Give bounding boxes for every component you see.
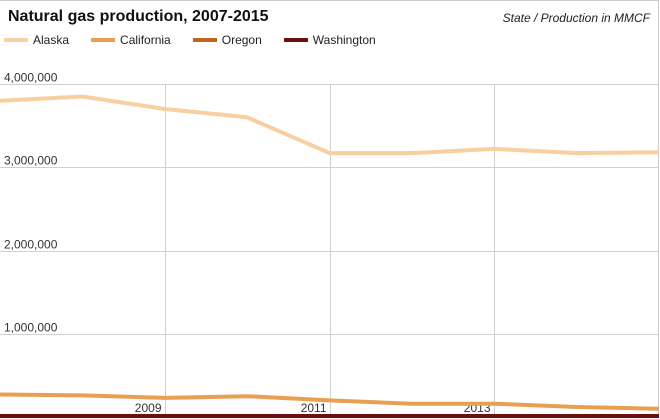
legend-swatch-alaska [4,38,28,42]
y-tick-label-2-000-000: 2,000,000 [4,238,58,252]
data-point-alaska-2015[interactable] [655,148,660,156]
data-point-alaska-2010[interactable] [243,113,251,121]
data-point-alaska-2013[interactable] [490,145,498,153]
data-point-washington-2008[interactable] [78,412,86,419]
data-point-california-2010[interactable] [243,392,251,400]
legend-item-washington[interactable]: Washington [283,33,376,47]
y-tick-label-4-000-000: 4,000,000 [4,71,58,85]
data-point-washington-2010[interactable] [243,412,251,419]
data-point-washington-2013[interactable] [490,412,498,419]
data-point-washington-2011[interactable] [326,412,334,419]
legend-label-oregon: Oregon [221,33,262,47]
legend-swatch-washington [283,38,308,42]
legend-label-washington: Washington [312,33,376,47]
data-point-california-2015[interactable] [655,405,660,413]
legend-item-oregon[interactable]: Oregon [192,33,262,47]
y-tick-label-3-000-000: 3,000,000 [4,154,58,168]
data-point-washington-2007[interactable] [0,412,4,419]
data-point-alaska-2008[interactable] [78,93,86,101]
series-lines [0,93,660,419]
data-point-alaska-2007[interactable] [0,97,4,105]
x-tick-label-2009: 2009 [135,401,162,415]
data-point-washington-2015[interactable] [655,412,660,419]
data-point-california-2007[interactable] [0,391,4,399]
legend-item-alaska[interactable]: Alaska [4,33,69,47]
data-point-alaska-2011[interactable] [326,149,334,157]
series-line-alaska[interactable] [0,94,660,156]
legend-label-california: California [120,33,171,47]
data-point-washington-2012[interactable] [408,412,416,419]
data-point-california-2014[interactable] [573,403,581,411]
y-tick-label-1-000-000: 1,000,000 [4,321,58,335]
legend-swatch-california [91,38,116,42]
legend-swatch-oregon [192,38,217,42]
chart-legend: Alaska California Oregon Washington [4,33,398,47]
data-point-california-2011[interactable] [326,396,334,404]
data-point-california-2009[interactable] [161,394,169,402]
data-point-california-2012[interactable] [408,400,416,408]
series-line-california[interactable] [0,392,660,411]
data-point-california-2013[interactable] [490,400,498,408]
data-point-alaska-2009[interactable] [161,105,169,113]
legend-item-california[interactable]: California [91,33,171,47]
chart-subtitle: State / Production in MMCF [502,11,650,25]
data-point-alaska-2014[interactable] [573,149,581,157]
data-point-washington-2014[interactable] [573,412,581,419]
legend-label-alaska: Alaska [33,33,70,47]
data-point-alaska-2012[interactable] [408,149,416,157]
chart-title: Natural gas production, 2007-2015 [8,8,269,25]
data-point-california-2008[interactable] [78,391,86,399]
gridlines [0,84,659,417]
data-point-washington-2009[interactable] [161,412,169,419]
x-tick-label-2011: 2011 [301,401,327,415]
y-axis-tick-labels: 1,000,000 2,000,000 3,000,000 4,000,000 [4,71,58,335]
